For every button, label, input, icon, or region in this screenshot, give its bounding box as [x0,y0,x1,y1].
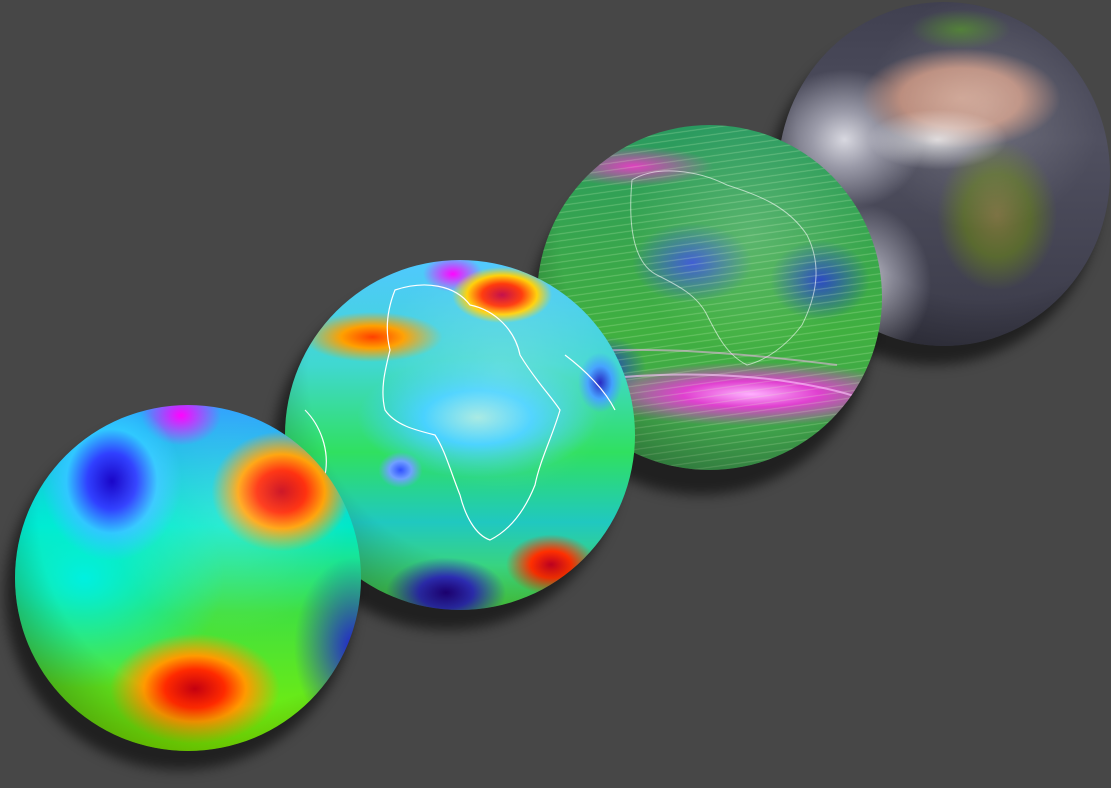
scalar-field-globe [15,405,361,751]
globe-shading [15,405,361,751]
